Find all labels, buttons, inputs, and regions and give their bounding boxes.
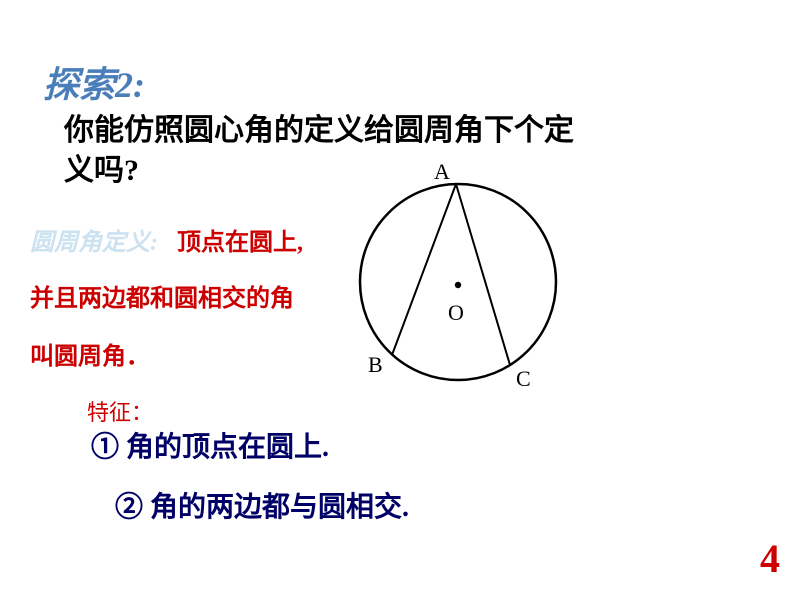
question-line1: 你能仿照圆心角的定义给圆周角下个定 (64, 105, 574, 149)
line-ab (392, 184, 456, 355)
question-line2: 义吗? (64, 145, 139, 189)
definition-label: 圆周角定义: (30, 222, 158, 257)
features-label: 特征： (87, 395, 153, 427)
feature-item-1: ① 角的顶点在圆上. (91, 425, 329, 465)
label-c: C (516, 366, 531, 391)
center-dot (455, 282, 461, 288)
feature-item-2: ② 角的两边都与圆相交. (115, 485, 409, 525)
page-number: 4 (760, 535, 780, 582)
label-b: B (368, 352, 383, 377)
definition-part-2: 并且两边都和圆相交的角 (30, 278, 294, 313)
label-o: O (448, 300, 464, 325)
section-title: 探索2: (43, 56, 145, 108)
line-ac (456, 184, 510, 365)
circle-diagram: A B C O (318, 162, 598, 402)
definition-part-3: 叫圆周角． (30, 336, 150, 371)
label-a: A (434, 162, 450, 184)
definition-part-1: 顶点在圆上, (177, 222, 303, 257)
